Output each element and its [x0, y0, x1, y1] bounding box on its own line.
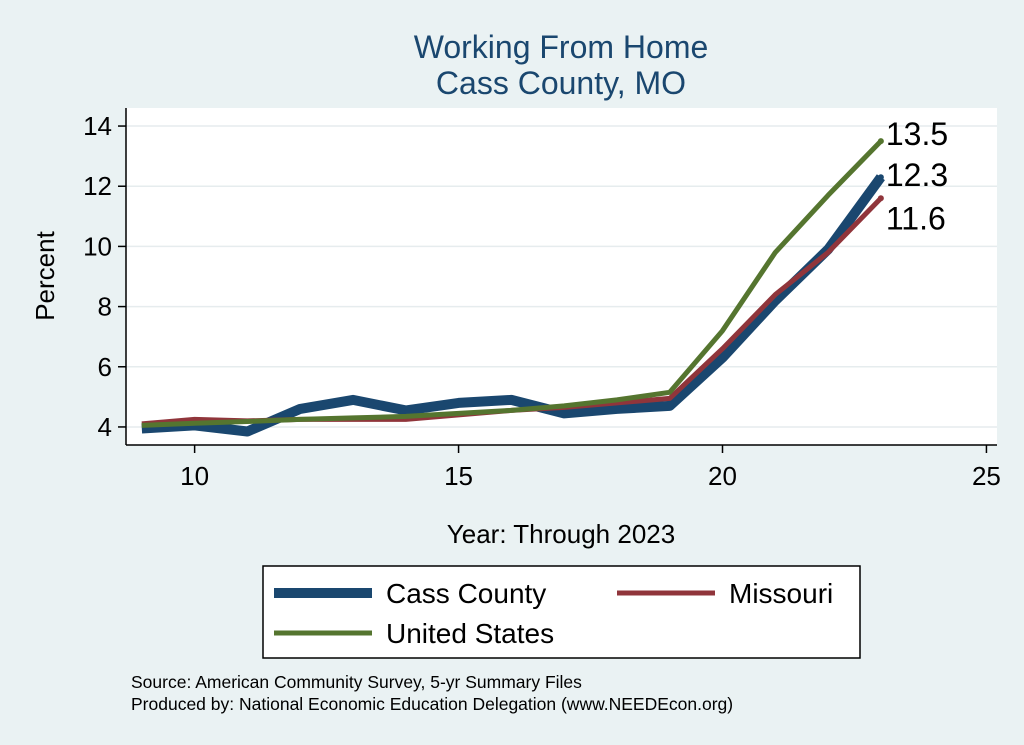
end-labels: 12.3 11.6 13.5 [886, 116, 948, 236]
series-end-point-missouri [877, 195, 884, 202]
chart-subtitle: Cass County, MO [436, 65, 686, 101]
x-tick-label: 10 [180, 461, 209, 491]
y-axis-title: Percent [30, 230, 60, 320]
x-tick-label: 25 [972, 461, 1001, 491]
producer-note: Produced by: National Economic Education… [131, 694, 733, 714]
legend-label-cass-county: Cass County [386, 578, 546, 609]
y-tick-label: 6 [98, 352, 112, 382]
axis-ticks: 4 6 8 10 12 14 10 15 20 25 [83, 111, 1001, 491]
legend: Cass County Missouri United States [262, 565, 861, 659]
legend-label-united-states: United States [386, 618, 554, 649]
series-layer [141, 138, 885, 437]
chart-title: Working From Home [414, 29, 709, 65]
series-line-cass-county [141, 174, 885, 437]
y-tick-label: 12 [83, 171, 112, 201]
plot-area [126, 108, 997, 445]
y-tick-label: 14 [83, 111, 112, 141]
series-end-point-cass-county [877, 174, 884, 181]
end-label-cass-county: 12.3 [886, 157, 948, 193]
source-note: Source: American Community Survey, 5-yr … [131, 672, 582, 692]
y-tick-label: 10 [83, 231, 112, 261]
legend-box [262, 565, 861, 659]
legend-label-missouri: Missouri [729, 578, 833, 609]
end-label-missouri: 11.6 [886, 200, 946, 236]
x-tick-label: 20 [708, 461, 737, 491]
x-axis-title: Year: Through 2023 [447, 519, 675, 549]
end-label-united-states: 13.5 [886, 116, 948, 152]
y-tick-label: 4 [98, 412, 112, 442]
y-tick-label: 8 [98, 292, 112, 322]
series-end-point-united-states [877, 138, 884, 145]
grid [126, 125, 997, 428]
series-line-united-states [141, 139, 883, 428]
x-tick-label: 15 [444, 461, 473, 491]
